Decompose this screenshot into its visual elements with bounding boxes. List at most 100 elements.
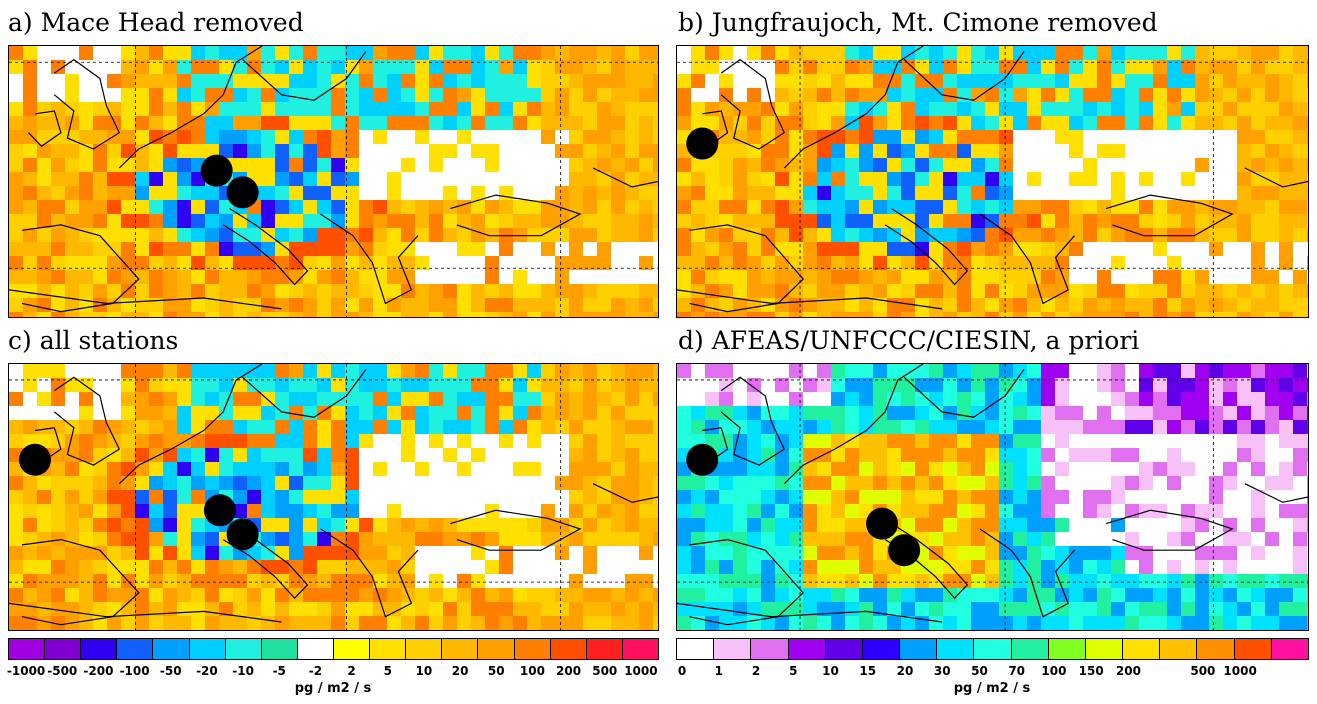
field-cell (261, 200, 276, 215)
field-cell (1027, 448, 1042, 463)
field-cell (457, 228, 472, 243)
field-cell (985, 312, 1000, 317)
field-cell (373, 172, 388, 187)
field-cell (873, 392, 888, 407)
field-cell (733, 406, 748, 421)
field-cell (527, 88, 542, 103)
field-cell (845, 602, 860, 617)
field-cell (817, 270, 832, 285)
field-cell (691, 518, 706, 533)
field-cell (653, 74, 658, 89)
field-cell (775, 74, 790, 89)
field-cell (915, 270, 930, 285)
field-cell (1139, 602, 1154, 617)
field-cell (1209, 504, 1224, 519)
colorbar-swatch (333, 639, 371, 659)
field-cell (177, 532, 192, 547)
field-cell (121, 74, 136, 89)
field-cell (1027, 186, 1042, 201)
field-cell (611, 406, 626, 421)
field-cell (957, 228, 972, 243)
field-cell (705, 60, 720, 75)
field-cell (789, 228, 804, 243)
field-cell (677, 490, 692, 505)
field-cell (639, 560, 654, 575)
field-cell (639, 228, 654, 243)
field-cell (1167, 312, 1182, 317)
field-cell (37, 130, 52, 145)
field-cell (691, 490, 706, 505)
field-cell (135, 420, 150, 435)
field-cell (429, 116, 444, 131)
field-cell (597, 172, 612, 187)
field-cell (569, 378, 584, 393)
field-cell (261, 378, 276, 393)
field-cell (677, 420, 692, 435)
field-cell (873, 172, 888, 187)
field-cell (929, 130, 944, 145)
field-cell (93, 270, 108, 285)
field-cell (541, 476, 556, 491)
field-cell (205, 574, 220, 589)
field-cell (373, 228, 388, 243)
field-cell (9, 74, 24, 89)
field-cell (1097, 116, 1112, 131)
field-cell (1223, 298, 1238, 313)
field-cell (1125, 434, 1140, 449)
field-cell (639, 518, 654, 533)
field-cell (107, 588, 122, 603)
field-cell (1265, 144, 1280, 159)
field-cell (331, 256, 346, 271)
field-cell (261, 560, 276, 575)
field-cell (219, 476, 234, 491)
colorbar-tick-label: 150 (1078, 664, 1104, 678)
field-cell (1069, 546, 1084, 561)
field-cell (177, 406, 192, 421)
field-cell (149, 116, 164, 131)
field-cell (443, 172, 458, 187)
field-cell (639, 88, 654, 103)
field-cell (845, 490, 860, 505)
field-cell (527, 462, 542, 477)
field-cell (985, 60, 1000, 75)
field-cell (457, 476, 472, 491)
field-cell (303, 588, 318, 603)
field-cell (317, 242, 332, 257)
field-cell (387, 448, 402, 463)
field-cell (1069, 298, 1084, 313)
field-cell (677, 378, 692, 393)
field-cell (569, 574, 584, 589)
field-cell (275, 546, 290, 561)
field-cell (261, 186, 276, 201)
field-cell (677, 504, 692, 519)
gridlines (677, 364, 1308, 630)
field-cell (65, 448, 80, 463)
field-cell (625, 46, 640, 61)
field-cell (1167, 88, 1182, 103)
field-cell (775, 434, 790, 449)
field-cell (471, 378, 486, 393)
field-cell (191, 406, 206, 421)
field-cell (943, 242, 958, 257)
field-cell (775, 298, 790, 313)
field-cell (457, 616, 472, 630)
field-cell (331, 46, 346, 61)
field-cell (985, 256, 1000, 271)
field-cell (1265, 158, 1280, 173)
field-cell (499, 312, 514, 317)
field-cell (415, 284, 430, 299)
field-cell (929, 392, 944, 407)
field-cell (219, 434, 234, 449)
field-cell (971, 158, 986, 173)
field-cell (527, 560, 542, 575)
field-cell (205, 378, 220, 393)
field-cell (789, 298, 804, 313)
field-cell (775, 102, 790, 117)
field-cell (1167, 144, 1182, 159)
field-cell (1041, 406, 1056, 421)
colorbar-tick-label: 10 (822, 664, 839, 678)
field-cell (859, 532, 874, 547)
field-cell (121, 602, 136, 617)
field-cell (23, 270, 38, 285)
field-cell (205, 588, 220, 603)
